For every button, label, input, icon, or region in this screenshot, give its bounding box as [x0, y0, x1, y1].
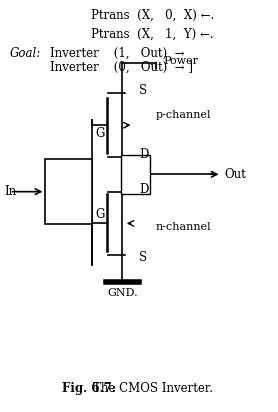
- Bar: [45, 159, 92, 225]
- Text: G: G: [95, 127, 104, 140]
- Text: D: D: [139, 148, 148, 162]
- Text: Goal:: Goal:: [10, 47, 41, 60]
- Text: Ptrans  (X,   1,  Y) ←.: Ptrans (X, 1, Y) ←.: [91, 28, 214, 41]
- Text: Inverter    (1,   Out)  →: Inverter (1, Out) →: [49, 47, 184, 60]
- Text: Ptrans  (X,   0,  X) ←.: Ptrans (X, 0, X) ←.: [91, 9, 214, 22]
- Text: In: In: [4, 185, 16, 198]
- Text: The CMOS Inverter.: The CMOS Inverter.: [93, 382, 213, 395]
- Bar: [121, 155, 150, 194]
- Text: Out: Out: [224, 168, 246, 181]
- Text: S: S: [139, 250, 147, 264]
- Text: S: S: [139, 84, 147, 97]
- Text: Power: Power: [164, 56, 199, 66]
- Text: G: G: [95, 208, 104, 221]
- Text: Inverter    (0,   Out)  → ]: Inverter (0, Out) → ]: [49, 61, 193, 73]
- Text: D: D: [139, 183, 148, 196]
- Text: n-channel: n-channel: [155, 222, 211, 232]
- Text: Fig. 6.7:: Fig. 6.7:: [62, 382, 116, 395]
- Text: GND.: GND.: [107, 288, 138, 298]
- Text: p-channel: p-channel: [155, 110, 211, 120]
